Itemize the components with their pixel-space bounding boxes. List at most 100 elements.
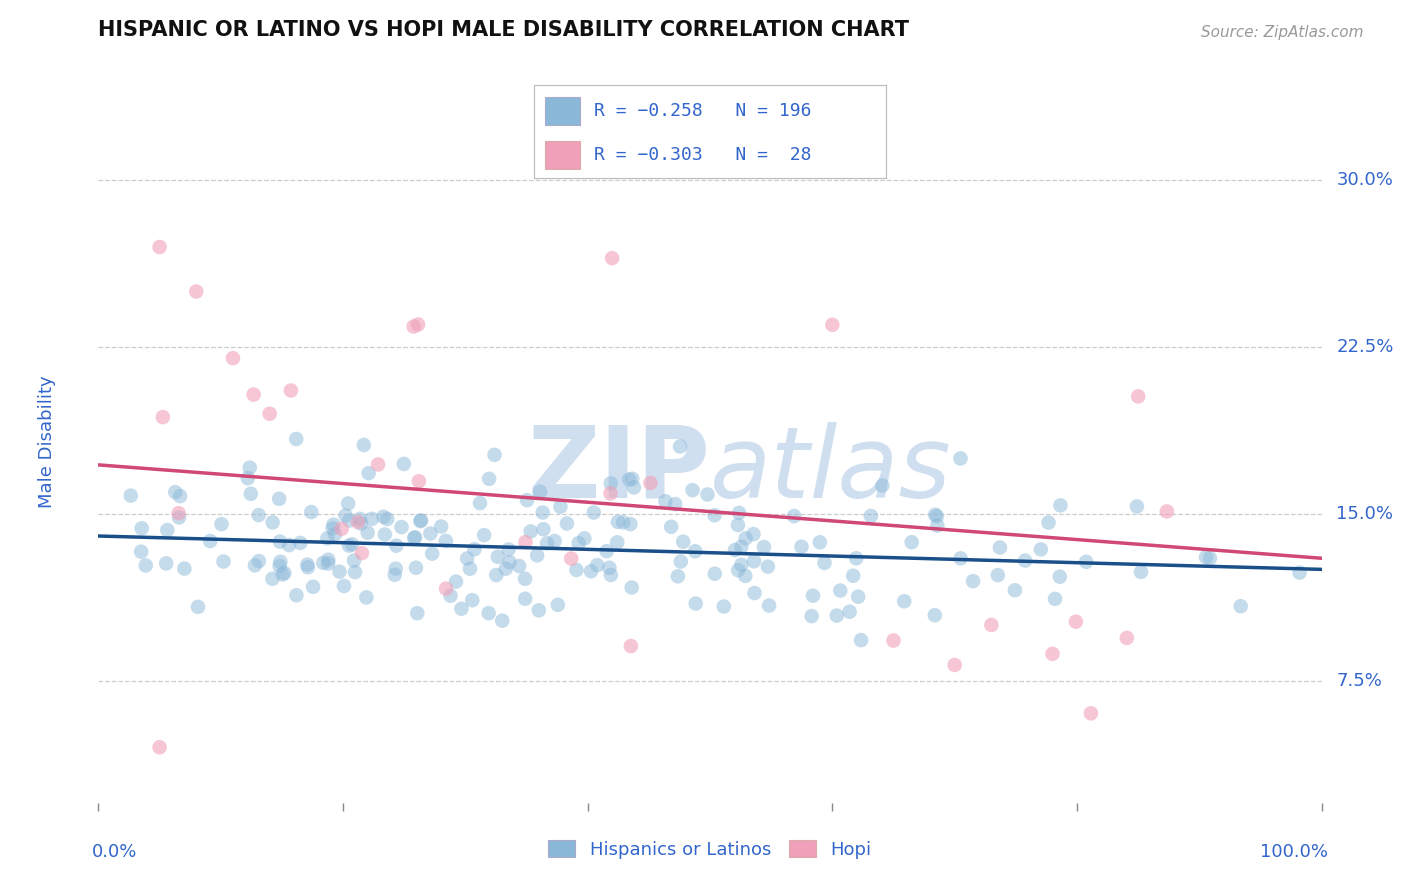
Point: [1126, 500, 1149, 514]
Point: [392, 457, 415, 471]
Point: [356, 591, 378, 605]
Point: [302, 580, 325, 594]
Point: [744, 586, 766, 600]
Point: [343, 553, 366, 567]
Point: [242, 387, 264, 401]
Point: [1229, 599, 1251, 614]
Point: [259, 407, 281, 421]
Point: [790, 540, 813, 554]
Point: [167, 506, 190, 520]
Point: [271, 567, 294, 582]
Point: [703, 508, 725, 523]
Point: [434, 533, 457, 548]
Point: [1038, 516, 1060, 530]
Point: [406, 606, 429, 620]
Point: [318, 552, 340, 566]
Point: [243, 558, 266, 573]
Point: [849, 633, 872, 648]
Point: [682, 483, 704, 498]
Point: [924, 608, 946, 623]
Point: [724, 543, 747, 558]
Point: [1130, 565, 1153, 579]
Point: [943, 657, 966, 672]
Point: [367, 458, 389, 472]
Point: [273, 566, 295, 580]
Point: [533, 522, 555, 536]
Point: [239, 487, 262, 501]
Point: [752, 540, 775, 554]
Point: [783, 509, 806, 524]
Point: [316, 532, 339, 546]
Point: [472, 528, 495, 542]
Point: [402, 319, 425, 334]
Point: [531, 506, 554, 520]
Point: [278, 538, 301, 552]
Point: [337, 539, 360, 553]
Point: [664, 497, 686, 511]
Text: R = −0.303   N =  28: R = −0.303 N = 28: [593, 146, 811, 164]
Point: [491, 614, 513, 628]
Point: [120, 489, 142, 503]
Point: [728, 506, 751, 520]
Point: [623, 480, 645, 494]
Point: [800, 609, 823, 624]
Point: [529, 484, 551, 499]
Point: [727, 518, 749, 533]
Point: [236, 471, 259, 485]
Point: [1042, 647, 1064, 661]
Point: [1076, 555, 1098, 569]
Point: [297, 560, 319, 574]
Point: [312, 556, 335, 570]
Point: [713, 599, 735, 614]
Text: atlas: atlas: [710, 422, 952, 519]
Point: [409, 514, 432, 528]
Point: [1156, 504, 1178, 518]
Point: [404, 530, 426, 544]
Point: [404, 531, 426, 545]
Text: R = −0.258   N = 196: R = −0.258 N = 196: [593, 102, 811, 120]
Point: [262, 516, 284, 530]
Point: [247, 554, 270, 568]
Point: [980, 618, 1002, 632]
Point: [640, 475, 662, 490]
Point: [544, 533, 567, 548]
Point: [458, 562, 481, 576]
Point: [434, 582, 457, 596]
Point: [337, 496, 360, 510]
Point: [408, 474, 430, 488]
Point: [526, 549, 548, 563]
Point: [409, 513, 432, 527]
Point: [347, 515, 370, 529]
Bar: [544, 141, 579, 169]
Point: [606, 535, 628, 549]
Point: [269, 558, 291, 573]
Point: [821, 318, 844, 332]
Point: [149, 240, 172, 254]
Point: [385, 562, 408, 576]
Point: [156, 523, 179, 537]
Point: [498, 555, 520, 569]
Point: [550, 500, 572, 514]
Point: [187, 599, 209, 614]
Point: [211, 517, 233, 532]
Point: [599, 486, 621, 500]
Point: [1043, 591, 1066, 606]
Point: [439, 589, 461, 603]
Point: [801, 589, 824, 603]
Point: [350, 516, 373, 531]
Point: [742, 554, 765, 568]
Point: [925, 509, 948, 524]
Point: [838, 605, 860, 619]
Point: [560, 551, 582, 566]
Point: [595, 544, 617, 558]
Text: 15.0%: 15.0%: [1336, 505, 1393, 523]
Point: [285, 432, 308, 446]
Point: [987, 568, 1010, 582]
Point: [450, 601, 472, 615]
Point: [330, 522, 353, 536]
Point: [515, 591, 537, 606]
Point: [391, 520, 413, 534]
Point: [606, 515, 628, 529]
Point: [1014, 553, 1036, 567]
Point: [734, 532, 756, 546]
